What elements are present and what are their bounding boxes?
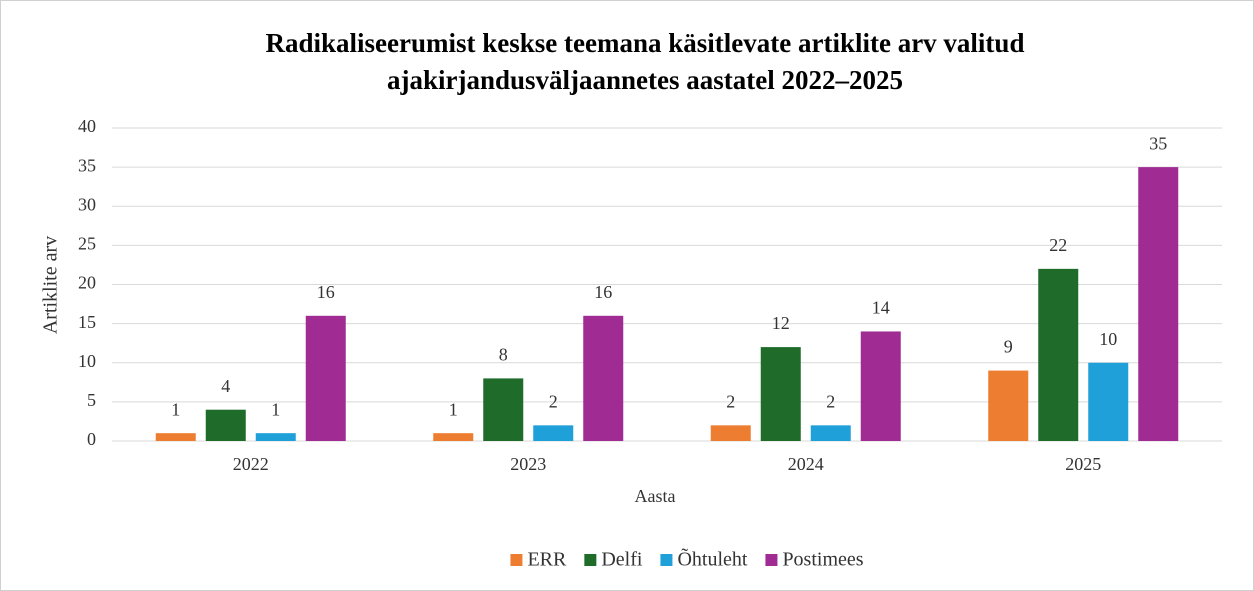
data-label: 16 [594,282,612,302]
data-label: 1 [171,399,180,419]
bar [1088,362,1129,441]
data-label: 4 [221,376,230,396]
bar [255,433,296,441]
legend-swatch [765,554,778,566]
data-label: 2 [826,391,835,411]
bar [1038,268,1079,441]
y-tick-label: 15 [78,312,96,332]
legend-swatch [584,554,597,566]
legend-label: Õhtuleht [677,547,747,571]
bar [305,315,346,441]
y-tick-label: 10 [78,351,96,371]
bar [583,315,624,441]
x-tick-label: 2022 [233,454,269,474]
data-label: 8 [499,345,508,365]
y-axis-label: Artiklite arv [40,236,62,334]
bar [433,433,474,441]
y-tick-label: 0 [87,429,96,449]
bar [205,409,246,441]
legend-label: Delfi [601,549,643,571]
bar [988,370,1029,441]
y-tick-label: 30 [78,194,96,214]
legend-label: ERR [527,549,567,571]
data-label: 1 [449,399,458,419]
bar [860,331,901,441]
y-tick-label: 5 [87,390,96,410]
x-tick-label: 2024 [788,454,824,474]
bar [760,347,801,441]
data-label: 10 [1099,329,1117,349]
x-axis-label: Aasta [635,486,676,506]
data-label: 9 [1004,337,1013,357]
bar [533,425,574,441]
y-tick-label: 25 [78,234,96,254]
data-label: 22 [1049,235,1067,255]
y-tick-label: 20 [78,273,96,293]
bar [483,378,524,441]
legend-label: Postimees [782,549,863,571]
data-label: 35 [1149,133,1167,153]
bar [1138,167,1179,441]
legend-swatch [660,554,673,566]
bar [710,425,751,441]
bar [155,433,196,441]
y-tick-label: 35 [78,155,96,175]
chart-title: ajakirjandusväljaannetes aastatel 2022–2… [387,65,903,95]
data-label: 2 [726,391,735,411]
data-label: 16 [317,282,335,302]
data-label: 1 [271,399,280,419]
data-label: 12 [772,313,790,333]
x-tick-label: 2025 [1065,454,1101,474]
y-tick-label: 40 [78,116,96,136]
data-label: 2 [549,391,558,411]
x-tick-label: 2023 [510,454,546,474]
legend-swatch [510,554,523,566]
data-label: 14 [872,298,890,318]
chart-title: Radikaliseerumist keskse teemana käsitle… [266,28,1025,58]
bar [810,425,851,441]
